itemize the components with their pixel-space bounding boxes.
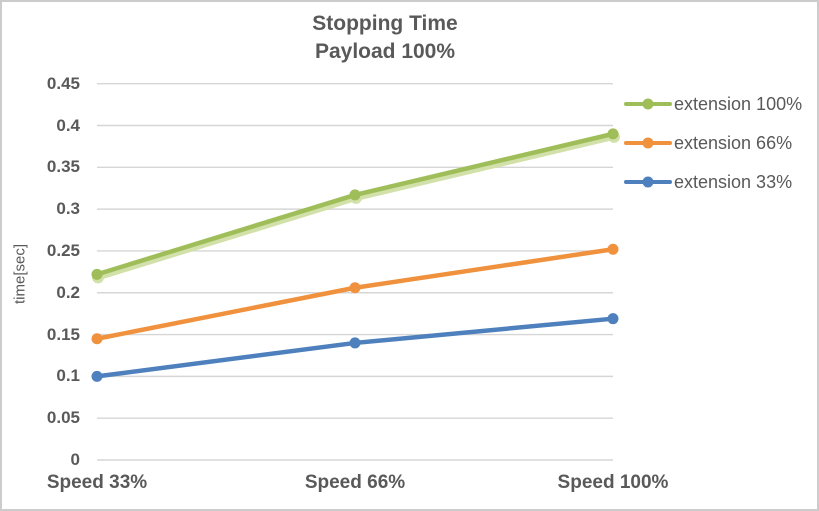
legend-label: extension 100% <box>674 93 803 114</box>
data-point-marker <box>607 243 619 255</box>
y-tick-label: 0.05 <box>46 408 80 428</box>
y-tick-label: 0.15 <box>46 324 80 344</box>
data-point-marker <box>607 313 619 325</box>
x-category-label: Speed 66% <box>304 472 406 493</box>
y-tick-label: 0.25 <box>46 240 80 260</box>
legend-label: extension 33% <box>674 171 793 192</box>
legend-item: extension 66% <box>624 130 802 156</box>
x-category-label: Speed 100% <box>557 472 669 493</box>
y-tick-label: 0.2 <box>56 282 80 302</box>
data-point-marker <box>607 128 619 140</box>
data-point-marker <box>349 189 361 201</box>
data-point-marker <box>91 333 103 345</box>
chart-title-line-2: Payload 100% <box>314 40 456 63</box>
data-point-marker <box>91 370 103 382</box>
series-extension-66- <box>91 243 619 345</box>
x-category-label: Speed 33% <box>46 472 148 493</box>
y-tick-label: 0 <box>70 450 80 469</box>
series-extension-33- <box>91 313 619 382</box>
legend-line-marker-icon <box>624 176 672 188</box>
data-point-marker <box>91 268 103 280</box>
legend-line-marker-icon <box>624 137 672 149</box>
legend: extension 100% extension 66% extension 33% <box>624 91 802 195</box>
chart-title: Stopping Time Payload 100% <box>2 10 768 66</box>
chart-title-line-1: Stopping Time <box>312 12 458 35</box>
y-tick-label: 0.3 <box>56 199 80 219</box>
legend-item: extension 100% <box>624 91 802 117</box>
y-tick-label: 0.1 <box>56 366 80 386</box>
y-tick-label: 0.45 <box>46 73 80 93</box>
y-tick-label: 0.4 <box>56 115 80 135</box>
legend-marker-dot-icon <box>642 137 654 149</box>
legend-line-marker-icon <box>624 98 672 110</box>
data-point-marker <box>349 282 361 294</box>
y-tick-label: 0.35 <box>46 157 80 177</box>
legend-item: extension 33% <box>624 169 802 195</box>
data-point-marker <box>349 337 361 349</box>
series-extension-100- <box>91 128 619 280</box>
legend-marker-dot-icon <box>642 176 654 188</box>
legend-marker-dot-icon <box>642 98 654 110</box>
legend-label: extension 66% <box>674 132 793 153</box>
